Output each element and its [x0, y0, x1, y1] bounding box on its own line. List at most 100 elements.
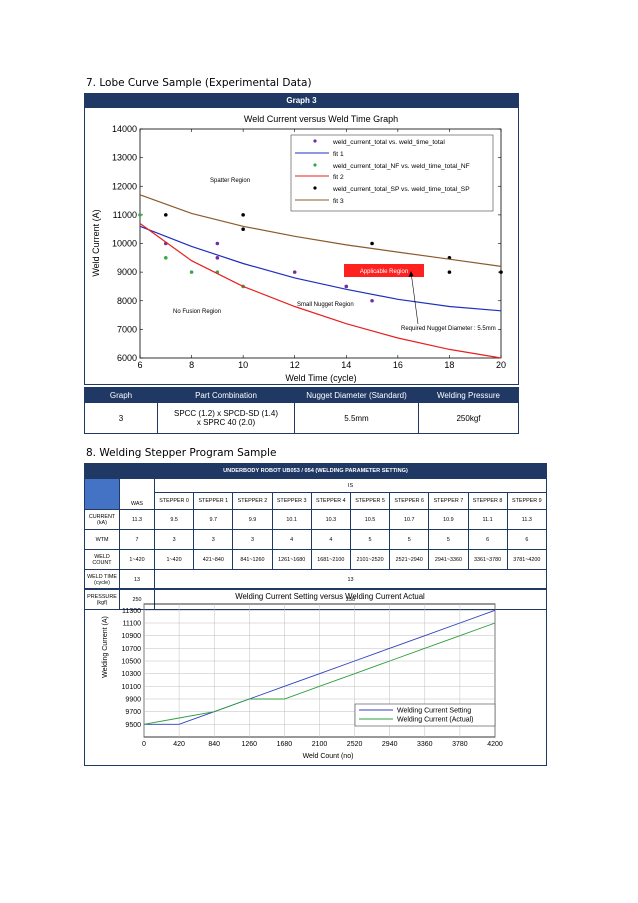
lobe-data-point: [189, 270, 194, 274]
lobe-ytick-label: 12000: [112, 181, 137, 191]
lobe-ytick-label: 7000: [117, 324, 137, 334]
weldcount-stepper-0: 1~420: [153, 549, 195, 570]
current-ytick-label: 9900: [125, 697, 141, 704]
current-ytick-label: 11300: [122, 608, 141, 615]
required-nugget-label: Required Nugget Diameter : 5.5mm: [401, 326, 496, 332]
legend-entry-nf: weld_current_total_NF vs. weld_time_tota…: [332, 163, 470, 170]
lobe-ytick-label: 14000: [112, 124, 137, 134]
required-nugget-arrowhead: [408, 271, 414, 277]
legend-marker-nf: [313, 163, 317, 167]
current-series-line-1: [143, 622, 496, 725]
lobe-ytick-label: 6000: [117, 353, 137, 363]
lobe-ytick-label: 9000: [117, 267, 137, 277]
lobe-data-point: [215, 241, 220, 246]
current-ytick-label: 10100: [122, 684, 142, 691]
part-line-2: x SPRC 40 (2.0): [196, 418, 256, 427]
current-ytick-label: 9500: [125, 722, 141, 729]
current-xtick-label: 2100: [312, 741, 328, 748]
stepper-header-7: STEPPER 7: [428, 492, 469, 510]
stepper-header-0: STEPPER 0: [153, 492, 195, 510]
lobe-ytick-label: 13000: [112, 153, 137, 163]
wtm-label: WTM: [84, 529, 120, 550]
is-header: IS: [154, 477, 547, 494]
current-stepper-0: 9.5: [153, 509, 195, 530]
current-stepper-8: 11.1: [467, 509, 508, 530]
stepper-header-3: STEPPER 3: [271, 492, 312, 510]
stepper-header-5: STEPPER 5: [349, 492, 391, 510]
current-label: CURRENT (kA): [84, 509, 120, 530]
lobe-series-line-5: [139, 194, 502, 267]
current-stepper-5: 10.5: [349, 509, 391, 530]
current-ytick-label: 10500: [122, 659, 142, 666]
stepper-header-9: STEPPER 9: [506, 492, 548, 510]
wtm-stepper-4: 4: [310, 529, 351, 550]
was-header: WAS: [119, 478, 155, 510]
stepper-header-6: STEPPER 6: [389, 492, 430, 510]
lobe-data-point: [215, 256, 220, 260]
lobe-data-point: [499, 270, 503, 274]
legend-entry-setting: Welding Current Setting: [397, 708, 471, 715]
legend-entry-fit1: fit 1: [333, 151, 344, 158]
cell-part-combination: SPCC (1.2) x SPCD-SD (1.4) x SPRC 40 (2.0…: [157, 402, 295, 434]
lobe-xtick-label: 6: [137, 360, 142, 370]
current-xtick-label: 4200: [487, 741, 503, 748]
lobe-data-point: [370, 298, 374, 303]
lobe-ytick-label: 10000: [112, 239, 137, 249]
current-xtick-label: 1260: [242, 741, 258, 748]
lobe-ytick-label: 11000: [113, 210, 137, 220]
current-xtick-label: 3360: [417, 741, 433, 748]
lobe-chart-legend: weld_current_total vs. weld_time_total f…: [290, 134, 494, 212]
wtm-stepper-3: 4: [271, 529, 312, 550]
legend-marker-total: [313, 139, 317, 143]
pressure-label: PRESSURE (kgf): [84, 589, 120, 610]
lobe-xtick-label: 16: [393, 360, 403, 370]
current-stepper-6: 10.7: [389, 509, 430, 530]
wtm-stepper-8: 6: [467, 529, 508, 550]
stepper-header-2: STEPPER 2: [232, 492, 273, 510]
section-8-title: 8. Welding Stepper Program Sample: [86, 447, 277, 459]
current-stepper-1: 9.7: [193, 509, 234, 530]
lobe-curve-chart: Weld Current versus Weld Time Graph 6 8 10…: [91, 114, 506, 383]
legend-entry-total: weld_current_total vs. weld_time_total: [332, 139, 445, 146]
wtm-stepper-1: 3: [193, 529, 234, 550]
stepper-table: UNDERBODY ROBOT UB053 / 054 (WELDING PAR…: [84, 463, 548, 610]
weldcount-stepper-8: 3361~3780: [467, 549, 508, 570]
lobe-xtick-label: 8: [189, 360, 194, 370]
wtm-stepper-2: 3: [232, 529, 273, 550]
cell-welding-pressure: 250kgf: [418, 402, 519, 434]
current-ytick-label: 10700: [122, 646, 142, 653]
graph-3-header: Graph 3: [85, 94, 518, 108]
wtm-stepper-9: 6: [506, 529, 548, 550]
legend-marker-sp: [313, 186, 317, 190]
spatter-region-label: Spatter Region: [210, 178, 250, 184]
weldcount-stepper-7: 2941~3360: [428, 549, 469, 570]
current-xtick-label: 2520: [347, 741, 363, 748]
lobe-data-point: [163, 256, 168, 260]
col-graph: Graph: [84, 387, 158, 403]
lobe-data-point: [292, 270, 297, 274]
col-nugget-diameter: Nugget Diameter (Standard): [294, 387, 419, 403]
weldcount-was: 1~420: [119, 549, 155, 570]
current-stepper-2: 9.9: [232, 509, 273, 530]
current-was: 11.3: [119, 509, 155, 530]
lobe-ytick-label: 8000: [117, 296, 137, 306]
lobe-chart-ylabel: Weld Current (A): [91, 209, 101, 276]
current-ytick-label: 10300: [122, 671, 142, 678]
small-nugget-region-label: Small Nugget Region: [297, 302, 354, 308]
corner-cell: [84, 478, 120, 510]
current-xtick-label: 3780: [452, 741, 468, 748]
current-series-line-0: [144, 609, 496, 725]
current-ytick-label: 10900: [122, 633, 142, 640]
wtm-was: 7: [119, 529, 155, 550]
current-xtick-label: 2940: [382, 741, 398, 748]
current-chart-ylabel: Welding Current (A): [102, 616, 109, 678]
lobe-xtick-label: 20: [496, 360, 506, 370]
weldcount-stepper-3: 1261~1680: [271, 549, 312, 570]
weldcount-stepper-4: 1681~2100: [310, 549, 351, 570]
current-stepper-9: 11.3: [506, 509, 548, 530]
col-part-combination: Part Combination: [157, 387, 295, 403]
current-xtick-label: 840: [208, 741, 220, 748]
current-stepper-7: 10.9: [428, 509, 469, 530]
current-chart-xlabel: Weld Count (no): [303, 753, 354, 760]
weldtime-label: WELD TIME (cycle): [84, 569, 120, 590]
